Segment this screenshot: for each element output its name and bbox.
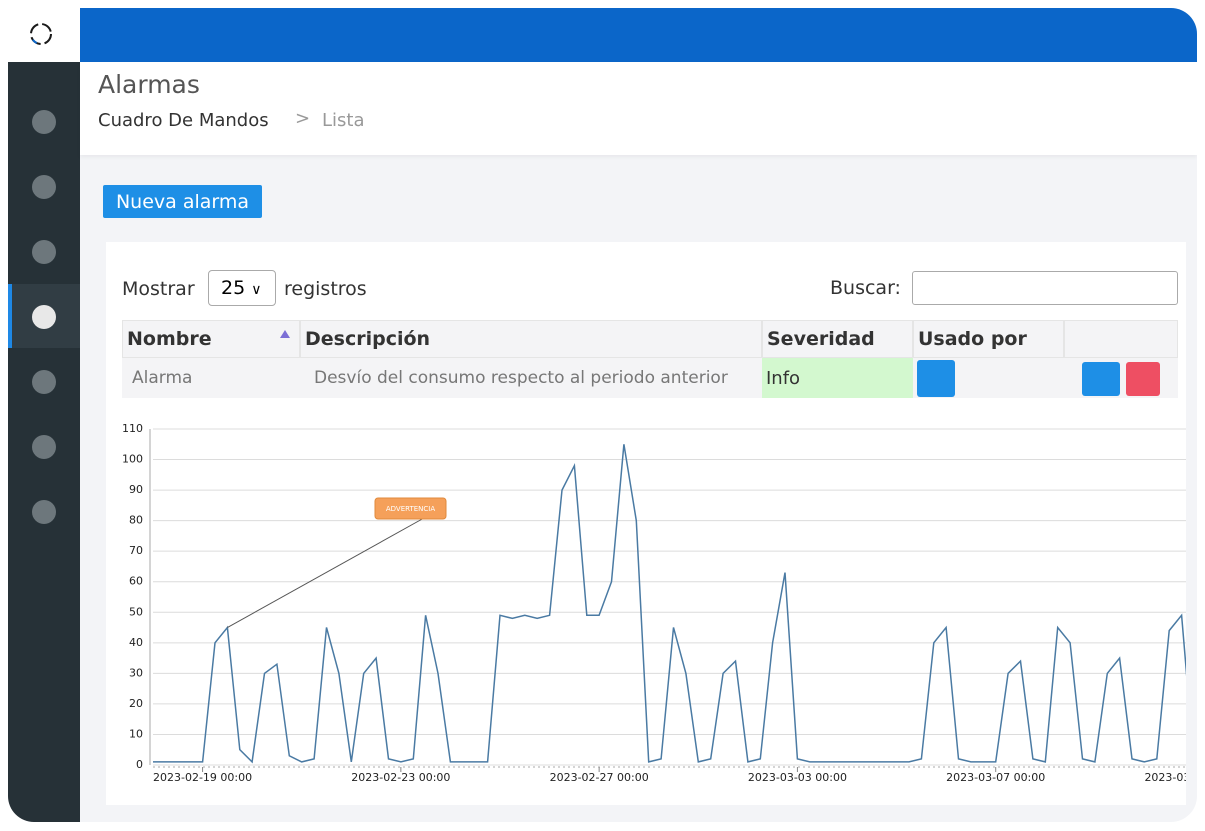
x-tick-label: 2023-03-11 00:00 xyxy=(1144,771,1186,784)
column-header[interactable]: Nombre xyxy=(122,320,300,358)
nav-table[interactable] xyxy=(32,240,56,264)
search-label: Buscar: xyxy=(830,277,901,299)
y-tick-label: 20 xyxy=(129,697,143,710)
new-alarm-button[interactable]: Nueva alarma xyxy=(103,185,262,218)
page-size-select[interactable]: 25 ∨ xyxy=(208,270,276,306)
y-tick-label: 110 xyxy=(122,422,143,435)
cell: Alarma xyxy=(132,368,193,388)
nav-home[interactable] xyxy=(32,110,56,134)
column-header[interactable]: Descripción xyxy=(300,320,762,358)
x-tick-label: 2023-03-03 00:00 xyxy=(748,771,847,784)
breadcrumb-link[interactable]: Cuadro De Mandos xyxy=(98,110,269,131)
y-tick-label: 70 xyxy=(129,544,143,557)
title-area: Alarmas Cuadro De Mandos > Lista xyxy=(80,62,1197,155)
column-header-actions xyxy=(1064,320,1178,358)
records-label: registros xyxy=(284,278,367,300)
y-tick-label: 0 xyxy=(136,758,143,771)
sort-indicator xyxy=(280,330,290,338)
x-tick-label: 2023-02-19 00:00 xyxy=(153,771,252,784)
y-tick-label: 80 xyxy=(129,514,143,527)
delete-button[interactable] xyxy=(1126,362,1160,396)
sidebar xyxy=(8,62,80,822)
logo-icon xyxy=(30,23,52,45)
usage-button[interactable] xyxy=(917,360,955,397)
app-frame: Alarmas Cuadro De Mandos > Lista Nueva a… xyxy=(8,8,1197,822)
x-tick-label: 2023-02-27 00:00 xyxy=(550,771,649,784)
breadcrumb-current: Lista xyxy=(322,110,365,131)
nav-grid[interactable] xyxy=(32,370,56,394)
nav-logout[interactable] xyxy=(32,500,56,524)
show-label: Mostrar xyxy=(122,278,195,300)
y-tick-label: 40 xyxy=(129,636,143,649)
x-tick-label: 2023-02-23 00:00 xyxy=(351,771,450,784)
page-title: Alarmas xyxy=(98,70,200,99)
nav-alarms[interactable] xyxy=(32,305,56,329)
x-tick-label: 2023-03-07 00:00 xyxy=(946,771,1045,784)
card: Mostrar 25 ∨ registros Buscar: Nombre De… xyxy=(106,242,1186,805)
y-tick-label: 60 xyxy=(129,575,143,588)
chart: 0 10 20 30 40 50 60 70 80 90 100 110 2023-02-19 00:0… xyxy=(122,422,1186,784)
select-arrow: ∨ xyxy=(251,282,262,298)
y-tick-label: 10 xyxy=(129,727,143,740)
top-bar xyxy=(80,8,1197,62)
y-tick-label: 100 xyxy=(122,453,143,466)
search-input[interactable] xyxy=(912,271,1178,305)
column-header[interactable]: Severidad xyxy=(762,320,913,358)
page-size: 25 xyxy=(221,277,246,299)
edit-button[interactable] xyxy=(1082,362,1120,396)
column-header[interactable]: Usado por xyxy=(913,320,1064,358)
cell: Desvío del consumo respecto al periodo a… xyxy=(314,368,728,388)
annotation-box xyxy=(374,497,447,520)
nav-settings[interactable] xyxy=(32,435,56,459)
y-tick-label: 50 xyxy=(129,605,143,618)
y-tick-label: 90 xyxy=(129,483,143,496)
severity-cell: Info xyxy=(762,358,913,398)
nav-monitor[interactable] xyxy=(32,175,56,199)
y-tick-label: 30 xyxy=(129,666,143,679)
annotation-leader xyxy=(227,517,425,628)
breadcrumb-separator: > xyxy=(295,108,311,129)
table: Nombre Descripción Severidad Usado por A… xyxy=(122,320,1178,398)
logo xyxy=(8,8,80,62)
annotation-text: ADVERTENCIA xyxy=(386,505,436,513)
line-series xyxy=(153,444,1186,764)
